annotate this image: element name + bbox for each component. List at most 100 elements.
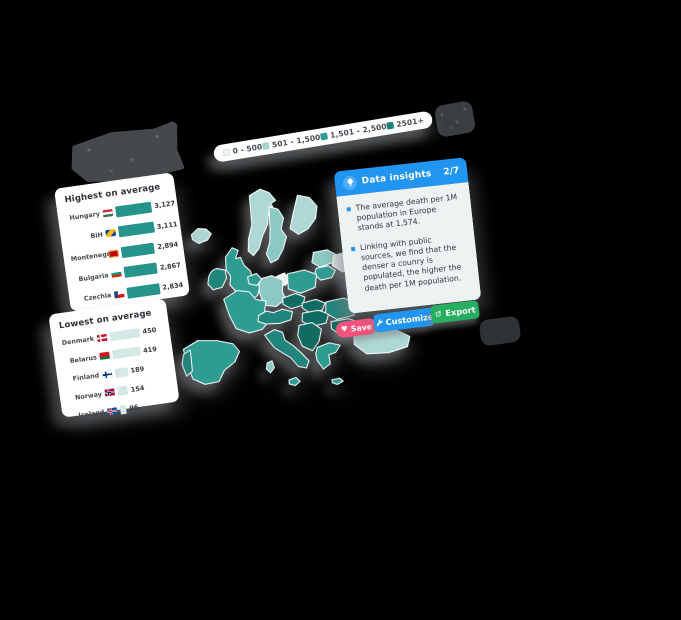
flag-iceland-icon [106, 406, 118, 415]
legend-swatch-icon [319, 132, 328, 141]
island-sicily[interactable] [288, 377, 301, 387]
bar-fill [126, 282, 161, 299]
legend-item: 501 - 1,500 [261, 132, 322, 151]
value-label: 450 [142, 325, 157, 336]
country-greece[interactable] [315, 342, 341, 370]
country-hungary[interactable] [301, 309, 330, 328]
export-label: Export [444, 304, 477, 319]
country-finland[interactable] [288, 194, 318, 235]
country-balkans[interactable] [297, 322, 322, 352]
shadow-blob [478, 315, 522, 347]
legend-label: 0 - 500 [232, 142, 264, 156]
bar-track: 3,111 [117, 220, 178, 238]
bar-track: 189 [114, 364, 145, 378]
legend-swatch-icon [261, 142, 270, 151]
bar-fill [109, 327, 141, 341]
country-label: BiH [89, 230, 104, 240]
flag-czechia-icon [113, 289, 125, 299]
country-norway[interactable] [245, 188, 278, 257]
country-spain[interactable] [182, 339, 241, 386]
country-label: Norway [74, 389, 103, 402]
bar-fill [119, 404, 128, 415]
insights-header[interactable]: Data insights 2/7 [333, 157, 469, 197]
insights-body: The average death per 1M population in E… [336, 181, 482, 314]
value-label: 2,834 [161, 280, 184, 292]
export-button[interactable]: Export [430, 300, 480, 324]
page-indicator[interactable]: 2/7 [442, 165, 460, 178]
legend-swatch-icon [222, 148, 231, 157]
value-label: 3,111 [156, 219, 179, 231]
customize-button[interactable]: Customize [373, 307, 435, 333]
flag-norway-icon [104, 388, 116, 397]
bar-track: 2,834 [126, 281, 184, 299]
country-lithuania[interactable] [314, 265, 336, 281]
export-icon [435, 311, 442, 317]
country-label: Montenegro [70, 249, 115, 264]
country-label: Hungary [68, 209, 101, 223]
legend-swatch-icon [385, 121, 395, 130]
insight-text: Linking with public sources, we find tha… [359, 235, 462, 293]
value-label: 189 [129, 364, 145, 375]
wrench-icon [376, 319, 383, 327]
legend-label: 1,501 - 2,500 [329, 121, 388, 140]
insight-bullet: Linking with public sources, we find tha… [350, 231, 471, 294]
country-label: Finland [72, 371, 100, 383]
country-portugal[interactable] [181, 349, 193, 377]
country-sweden[interactable] [264, 206, 288, 264]
country-slovakia[interactable] [301, 298, 326, 314]
bar-track: 450 [109, 326, 157, 341]
bar-fill [111, 346, 141, 360]
bar-track: 96 [119, 401, 151, 415]
bar-fill [123, 262, 158, 278]
flag-denmark-icon [96, 333, 108, 342]
bullet-icon [350, 246, 356, 251]
country-benelux[interactable] [247, 272, 263, 286]
bar-fill [117, 221, 155, 238]
flag-hungary-icon [102, 208, 114, 217]
island-crete[interactable] [331, 377, 344, 385]
flag-belarus-icon [99, 351, 111, 360]
country-alps[interactable] [257, 308, 293, 325]
value-label: 3,127 [153, 199, 176, 211]
heart-icon: ♥ [340, 324, 349, 335]
legend-item: 2501+ [385, 115, 425, 131]
bar-track: 2,867 [123, 261, 181, 278]
data-insights-card: Data insights 2/7 The average death per … [333, 157, 482, 314]
insights-title: Data insights [361, 168, 432, 187]
country-ireland[interactable] [207, 268, 228, 291]
flag-bulgaria-icon [110, 269, 122, 278]
country-label: Bulgaria [78, 270, 109, 283]
country-label: Denmark [61, 334, 95, 348]
bar-track: 2,894 [120, 240, 179, 258]
insight-text: The average death per 1M population in E… [355, 192, 458, 233]
island-sardinia[interactable] [265, 360, 275, 374]
bar-track: 419 [111, 344, 157, 360]
legend-item: 0 - 500 [222, 142, 263, 157]
value-label: 2,894 [156, 240, 179, 252]
bar-track: 154 [117, 383, 148, 396]
flag-finland-icon [101, 369, 113, 379]
legend-label: 501 - 1,500 [271, 132, 322, 150]
value-label: 154 [130, 383, 145, 394]
country-iceland[interactable] [190, 227, 212, 244]
value-label: 419 [142, 344, 158, 355]
country-poland[interactable] [286, 269, 318, 294]
value-label: 2,867 [159, 260, 182, 272]
country-italy[interactable] [264, 328, 310, 370]
bar-fill [114, 366, 129, 378]
highest-panel: Highest on average Hungary 3,127 BiH 3,1… [53, 172, 191, 312]
flag-bosnia-icon [105, 228, 117, 238]
bar-track: 3,127 [114, 199, 176, 218]
save-label: Save [350, 321, 373, 334]
bullet-icon [346, 207, 351, 212]
bar-fill [120, 242, 156, 258]
shadow-blob [433, 99, 477, 139]
map-legend: 0 - 500 501 - 1,500 1,501 - 2,500 2501+ [212, 110, 434, 163]
legend-label: 2501+ [395, 115, 425, 130]
country-label: Belarus [69, 352, 98, 365]
country-label: Czechia [83, 291, 112, 303]
insight-bullet: The average death per 1M population in E… [346, 192, 464, 235]
customize-label: Customize [385, 311, 434, 328]
flag-montenegro-icon [108, 249, 119, 258]
